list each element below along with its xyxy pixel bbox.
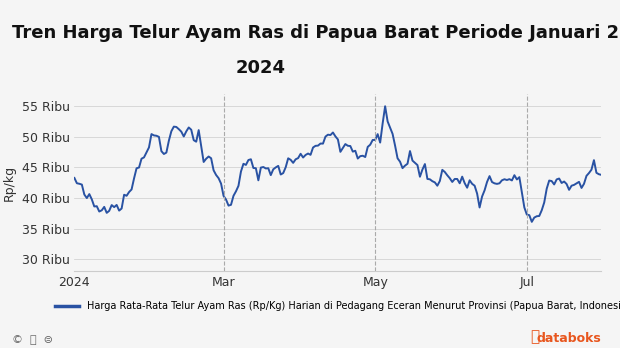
Text: ©  ⓘ  ⊜: © ⓘ ⊜ bbox=[12, 334, 53, 345]
Text: Tren Harga Telur Ayam Ras di Papua Barat Periode Januari 2024 - Juli: Tren Harga Telur Ayam Ras di Papua Barat… bbox=[12, 24, 620, 42]
Y-axis label: Rp/kg: Rp/kg bbox=[3, 165, 16, 201]
Text: databoks: databoks bbox=[537, 332, 601, 345]
Text: 2024: 2024 bbox=[236, 59, 285, 77]
Legend: Harga Rata-Rata Telur Ayam Ras (Rp/Kg) Harian di Pedagang Eceran Menurut Provins: Harga Rata-Rata Telur Ayam Ras (Rp/Kg) H… bbox=[51, 298, 620, 315]
Text: ⦀: ⦀ bbox=[530, 330, 539, 345]
